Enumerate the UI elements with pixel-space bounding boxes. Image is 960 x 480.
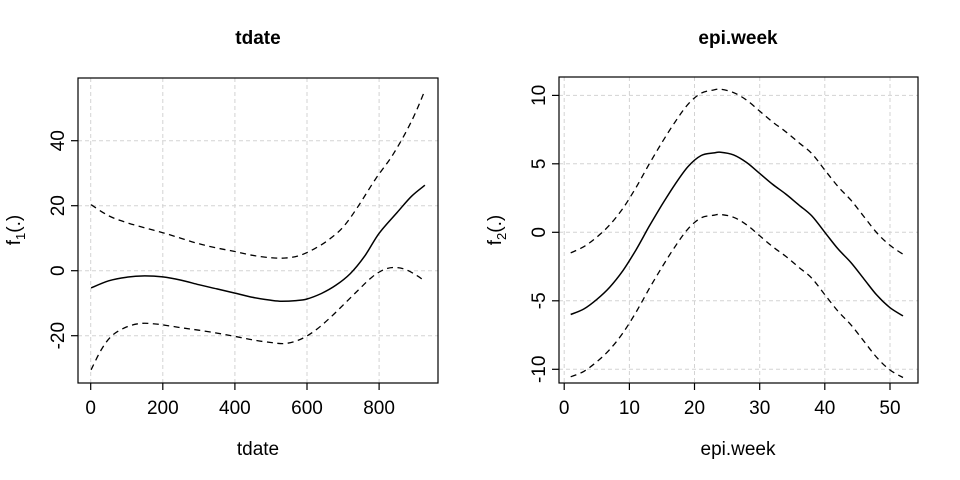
series-estimate-line [90, 184, 426, 303]
panel1-title: tdate [235, 28, 281, 49]
x-tick-label: 200 [147, 398, 179, 419]
y-tick-label: 0 [529, 227, 550, 238]
panel2-y-axis-title: f2(.) [485, 215, 509, 245]
panel2-ylab-sub: 2 [493, 232, 509, 240]
y-tick-label: 0 [48, 265, 69, 276]
y-tick-label: -5 [529, 292, 550, 309]
panel2-ylab-base: f [485, 239, 507, 246]
series-lower-ci-line [570, 213, 904, 379]
panel2-x-axis-title: epi.week [700, 439, 776, 460]
panel-tdate: 0 200 400 600 800 -20 0 20 40 [48, 77, 439, 419]
panel2-title: epi.week [698, 28, 778, 49]
axis-tick-labels: 0 200 400 600 800 -20 0 20 40 [48, 130, 395, 419]
panel1-ylab-rest: (.) [4, 214, 26, 233]
series-upper-ci-line [90, 90, 426, 259]
x-tick-label: 30 [749, 398, 770, 419]
y-tick-label: 5 [529, 159, 550, 170]
panel1-x-axis-title: tdate [236, 439, 280, 460]
panel-epi.week: 0 10 20 30 40 50 -10 -5 0 5 10 [529, 76, 919, 419]
axis-tick-labels: 0 10 20 30 40 50 -10 -5 0 5 10 [529, 85, 901, 419]
x-tick-label: 20 [684, 398, 705, 419]
x-tick-label: 800 [363, 398, 395, 419]
x-tick-label: 0 [559, 398, 570, 419]
series-upper-ci-line [570, 88, 904, 255]
panel1-ylab-sub: 1 [12, 232, 28, 240]
y-tick-label: -20 [48, 322, 69, 349]
x-tick-label: 400 [219, 398, 251, 419]
grid-lines [559, 77, 918, 383]
grid-lines [78, 78, 438, 383]
x-tick-label: 0 [85, 398, 96, 419]
panel1-ylab-base: f [4, 239, 26, 246]
x-tick-label: 600 [291, 398, 323, 419]
axis-ticks [552, 94, 891, 390]
x-tick-label: 40 [814, 398, 835, 419]
panel1-y-axis-title: f1(.) [4, 215, 28, 245]
plot-box [77, 77, 439, 384]
x-tick-label: 10 [619, 398, 640, 419]
axis-ticks [71, 140, 380, 390]
plot-box [558, 76, 919, 384]
panel2-ylab-rest: (.) [485, 214, 507, 233]
y-tick-label: -10 [529, 356, 550, 383]
series-estimate-line [570, 151, 904, 317]
y-tick-label: 20 [48, 195, 69, 216]
y-tick-label: 40 [48, 130, 69, 151]
series-lower-ci-line [90, 266, 426, 371]
y-tick-label: 10 [529, 85, 550, 106]
x-tick-label: 50 [879, 398, 900, 419]
